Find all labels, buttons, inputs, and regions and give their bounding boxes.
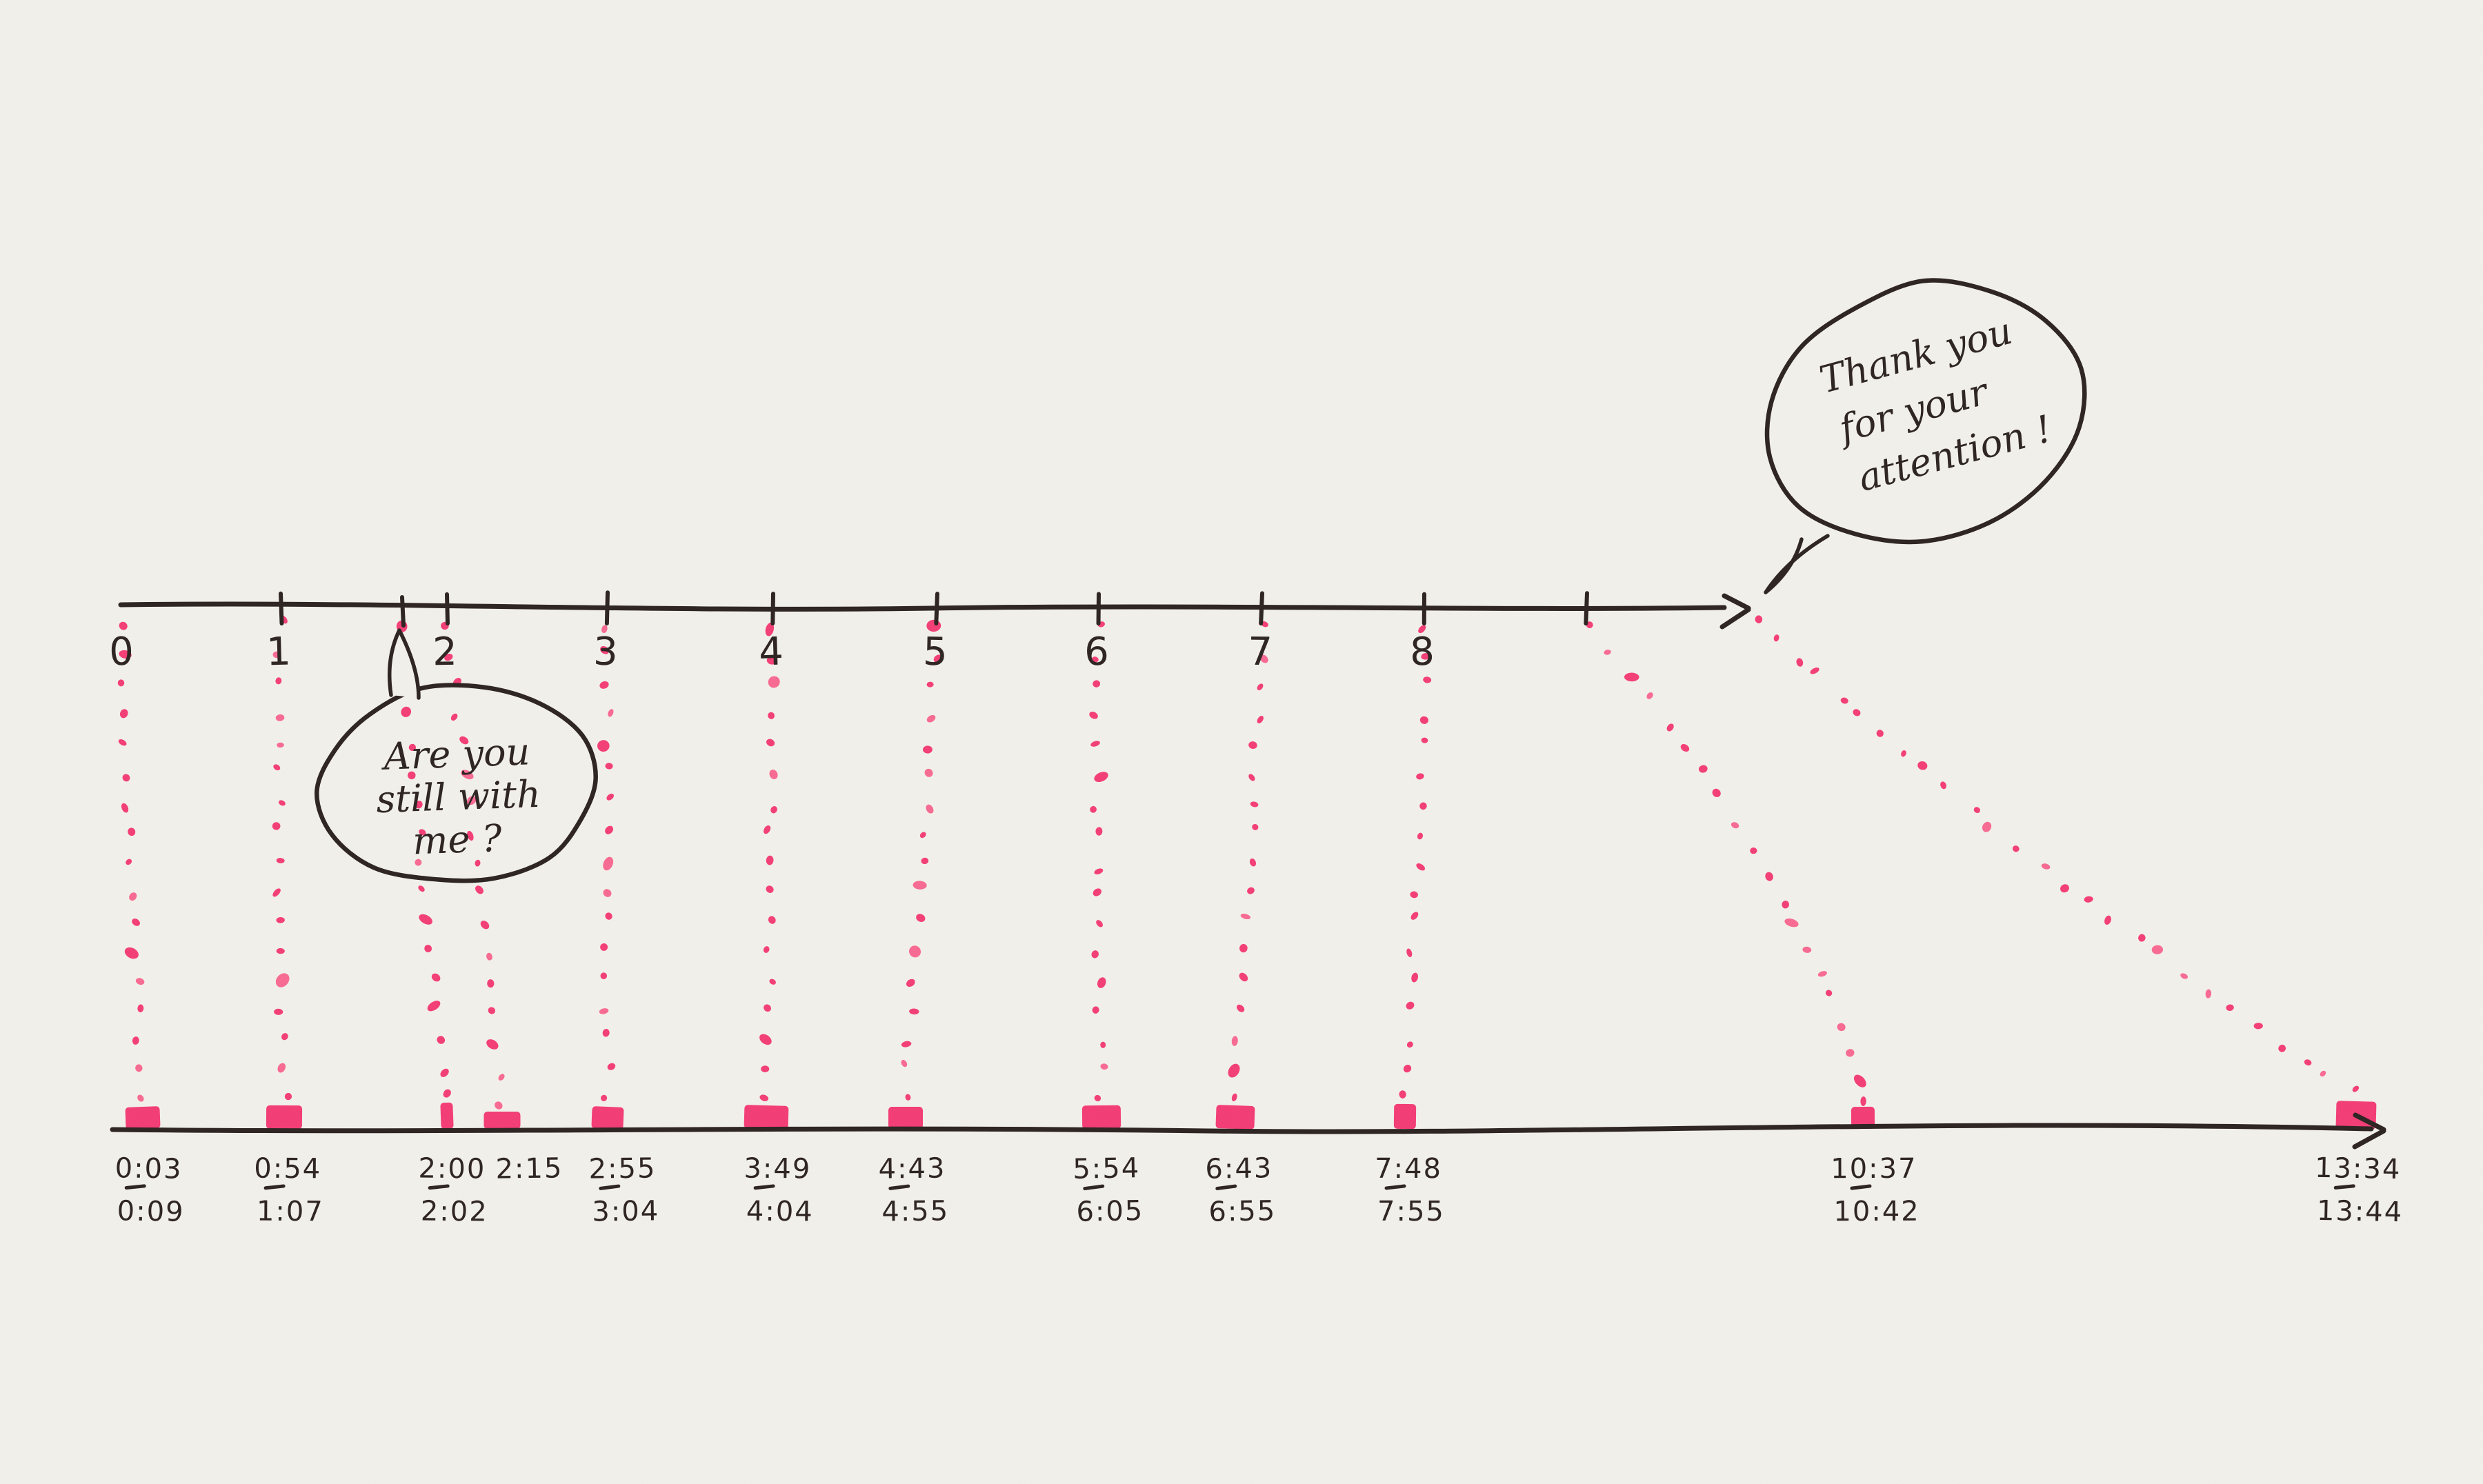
paper-background: 0123456780:030:090:541:072:002:022:152:5… bbox=[0, 0, 2483, 1484]
timeline-sketch: 0123456780:030:090:541:072:002:022:152:5… bbox=[0, 0, 2483, 1484]
paper-grain bbox=[0, 0, 2483, 1484]
